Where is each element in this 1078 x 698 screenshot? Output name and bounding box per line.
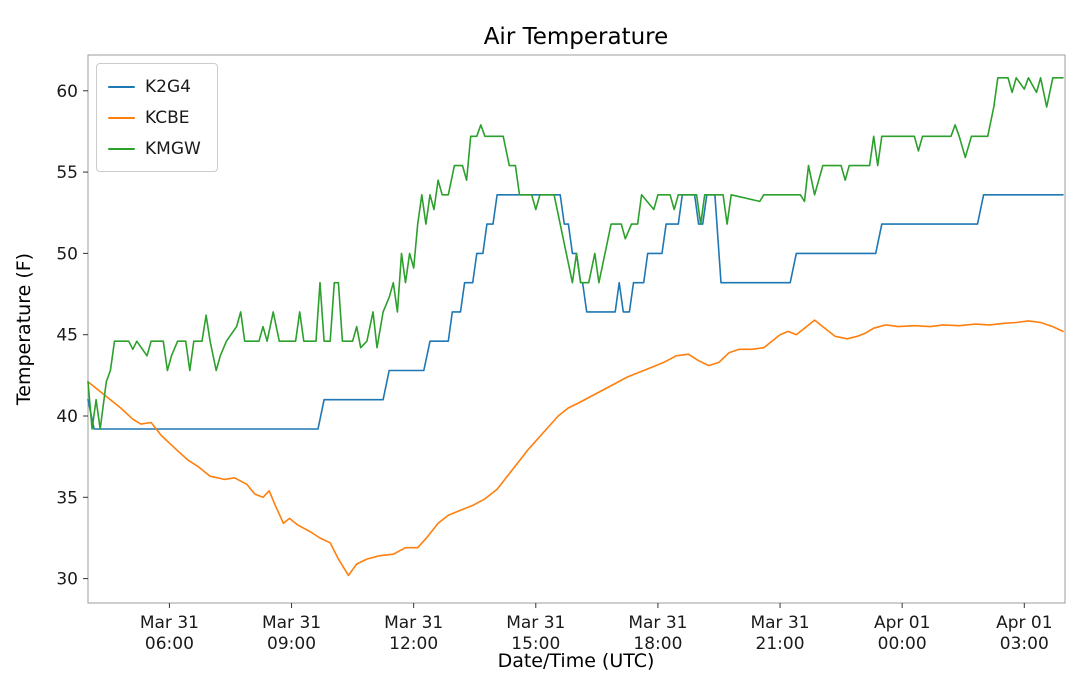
x-tick-label-time: 12:00 <box>389 634 438 654</box>
legend-label: K2G4 <box>145 76 191 97</box>
series-line-KMGW <box>87 77 1064 430</box>
legend-label: KMGW <box>145 138 201 159</box>
legend-label: KCBE <box>145 107 190 128</box>
legend-line-swatch <box>108 85 135 88</box>
plot-frame <box>87 54 1066 604</box>
x-tick-label-time: 00:00 <box>878 634 927 654</box>
legend-item-K2G4: K2G4 <box>108 71 201 102</box>
x-tick-label-time: 21:00 <box>756 634 805 654</box>
x-tick-label-time: 18:00 <box>633 634 682 654</box>
y-tick-label: 35 <box>56 488 78 508</box>
legend: K2G4 KCBE KMGW <box>96 63 218 172</box>
y-tick-label: 60 <box>56 82 78 102</box>
x-tick-label-date: Apr 01 <box>874 613 930 633</box>
y-tick-label: 45 <box>56 326 78 346</box>
x-tick-label-time: 15:00 <box>511 634 560 654</box>
legend-line-swatch <box>108 116 135 119</box>
x-tick-label-date: Mar 31 <box>140 613 199 633</box>
chart-title: Air Temperature <box>483 24 669 50</box>
x-tick-label-date: Apr 01 <box>996 613 1052 633</box>
x-tick-label-time: 03:00 <box>1000 634 1049 654</box>
y-tick-label: 30 <box>56 570 78 590</box>
x-tick-label-date: Mar 31 <box>384 613 443 633</box>
legend-line-swatch <box>108 147 135 150</box>
x-tick-label-date: Mar 31 <box>262 613 321 633</box>
x-tick-label-time: 09:00 <box>267 634 316 654</box>
legend-item-KCBE: KCBE <box>108 102 201 133</box>
x-tick-label-date: Mar 31 <box>750 613 809 633</box>
x-tick-label-date: Mar 31 <box>506 613 565 633</box>
y-tick-label: 50 <box>56 244 78 264</box>
series-line-KCBE <box>87 319 1064 577</box>
legend-item-KMGW: KMGW <box>108 133 201 164</box>
x-axis-label: Date/Time (UTC) <box>497 650 655 672</box>
x-tick-label-date: Mar 31 <box>628 613 687 633</box>
y-tick-label: 40 <box>56 407 78 427</box>
x-tick-label-time: 06:00 <box>145 634 194 654</box>
y-tick-label: 55 <box>56 163 78 183</box>
